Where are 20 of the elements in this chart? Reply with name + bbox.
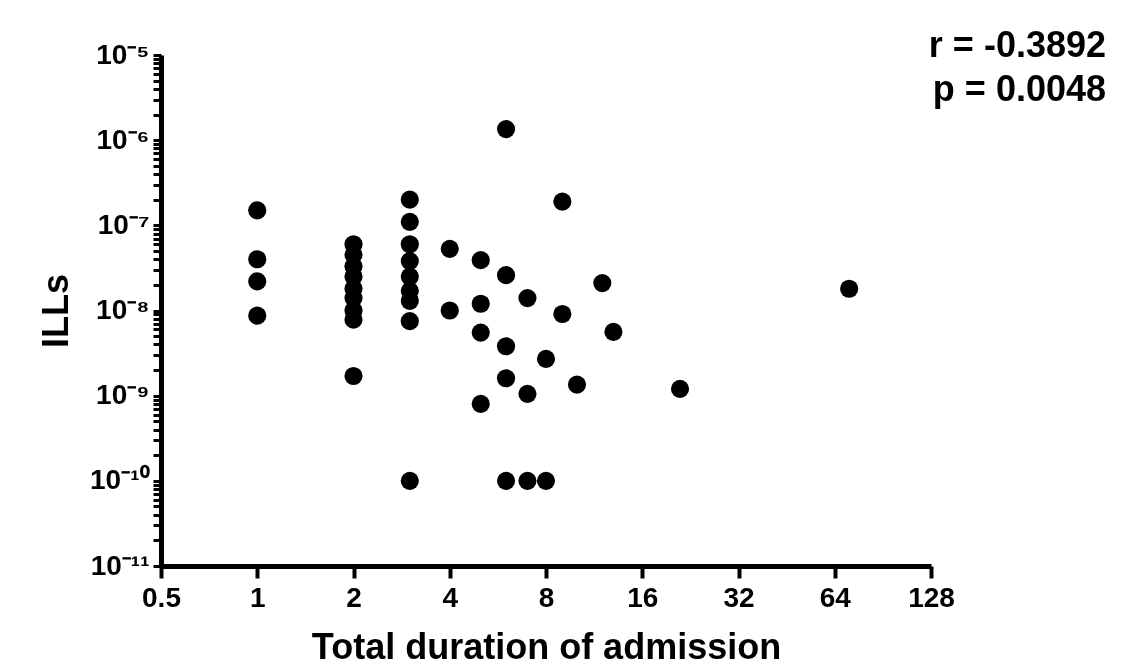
x-tick-label: 2 [346, 581, 362, 613]
y-tick-label: 10⁻⁷ [97, 208, 150, 240]
x-tick-label: 32 [723, 581, 755, 613]
x-tick-label: 16 [627, 581, 659, 613]
x-axis-title: Total duration of admission [311, 625, 782, 665]
y-tick-label: 10⁻⁹ [96, 379, 150, 411]
x-tick-label: 8 [538, 581, 555, 613]
annotation: r = -0.3892 [928, 24, 1106, 65]
x-tick-label: 0.5 [142, 581, 181, 613]
x-tick-label: 4 [442, 581, 459, 613]
y-tick-label: 10⁻⁶ [96, 123, 150, 155]
y-tick-label: 10⁻⁵ [96, 38, 150, 70]
x-tick-label: 1 [249, 581, 266, 613]
x-tick-label: 64 [819, 581, 852, 613]
y-tick-label: 10⁻¹¹ [90, 549, 150, 581]
y-tick-label: 10⁻⁸ [96, 294, 150, 325]
text: p = 0.0048 [932, 68, 1106, 109]
x-tick-label: 128 [908, 581, 955, 613]
y-axis-title: ILLs [35, 273, 77, 349]
y-tick-label: 10⁻¹⁰ [90, 464, 150, 496]
